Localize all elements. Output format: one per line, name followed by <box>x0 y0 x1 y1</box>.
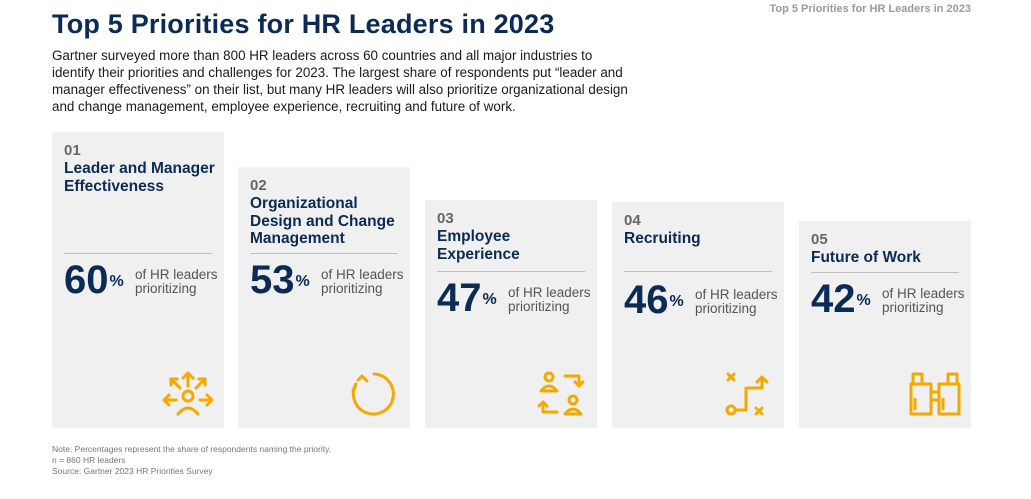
leadership-arrows-icon <box>162 371 214 416</box>
percentage-description: of HR leaders prioritizing <box>135 267 218 296</box>
priority-number: 03 <box>437 210 454 227</box>
corner-title: Top 5 Priorities for HR Leaders in 2023 <box>769 3 971 15</box>
percentage-description: of HR leaders prioritizing <box>321 267 404 296</box>
page-title: Top 5 Priorities for HR Leaders in 2023 <box>52 9 555 39</box>
percentage-number: 60 <box>64 258 109 302</box>
percentage-description: of HR leaders prioritizing <box>695 287 778 316</box>
percentage-description: of HR leaders prioritizing <box>882 286 965 315</box>
binoculars-icon <box>909 372 961 416</box>
percentage-description: of HR leaders prioritizing <box>508 285 591 314</box>
circular-change-arrow-icon <box>351 372 395 416</box>
percent-sign: % <box>482 291 497 308</box>
priority-card-5: 05 Future of Work 42% of HR leaders prio… <box>799 221 971 428</box>
divider <box>624 271 772 272</box>
percentage-value: 47% <box>437 278 497 318</box>
percentage-number: 46 <box>624 278 669 322</box>
percentage-number: 42 <box>811 277 856 321</box>
people-exchange-icon <box>537 371 585 416</box>
strategy-play-icon <box>725 372 769 416</box>
priority-card-2: 02 Organizational Design and Change Mana… <box>238 167 410 428</box>
priority-card-3: 03 Employee Experience 47% of HR leaders… <box>425 200 597 428</box>
footnote-sample-size: n = 860 HR leaders <box>52 455 126 465</box>
priority-number: 04 <box>624 212 641 229</box>
priority-name: Employee Experience <box>437 228 520 263</box>
percent-sign: % <box>295 273 310 290</box>
priority-name: Leader and Manager Effectiveness <box>64 160 215 195</box>
priority-name: Future of Work <box>811 249 921 266</box>
percent-sign: % <box>669 293 684 310</box>
percentage-number: 47 <box>437 276 482 320</box>
footnote-source: Source: Gartner 2023 HR Priorities Surve… <box>52 466 213 476</box>
footnotes: Note: Percentages represent the share of… <box>52 444 331 477</box>
percentage-value: 46% <box>624 280 684 320</box>
divider <box>811 272 959 273</box>
percentage-value: 42% <box>811 279 871 319</box>
percentage-value: 60% <box>64 260 124 300</box>
priority-name: Organizational Design and Change Managem… <box>250 195 395 247</box>
percentage-number: 53 <box>250 258 295 302</box>
priority-number: 05 <box>811 231 828 248</box>
footnote-note: Note: Percentages represent the share of… <box>52 444 332 454</box>
intro-text: Gartner surveyed more than 800 HR leader… <box>52 48 628 114</box>
divider <box>437 271 585 272</box>
priority-name: Recruiting <box>624 230 701 247</box>
priority-number: 01 <box>64 142 81 159</box>
priority-card-4: 04 Recruiting 46% of HR leaders prioriti… <box>612 202 784 428</box>
priority-number: 02 <box>250 177 267 194</box>
percent-sign: % <box>109 273 124 290</box>
divider <box>64 253 212 254</box>
divider <box>250 253 398 254</box>
percentage-value: 53% <box>250 260 310 300</box>
priority-card-1: 01 Leader and Manager Effectiveness 60% … <box>52 132 224 428</box>
percent-sign: % <box>856 292 871 309</box>
